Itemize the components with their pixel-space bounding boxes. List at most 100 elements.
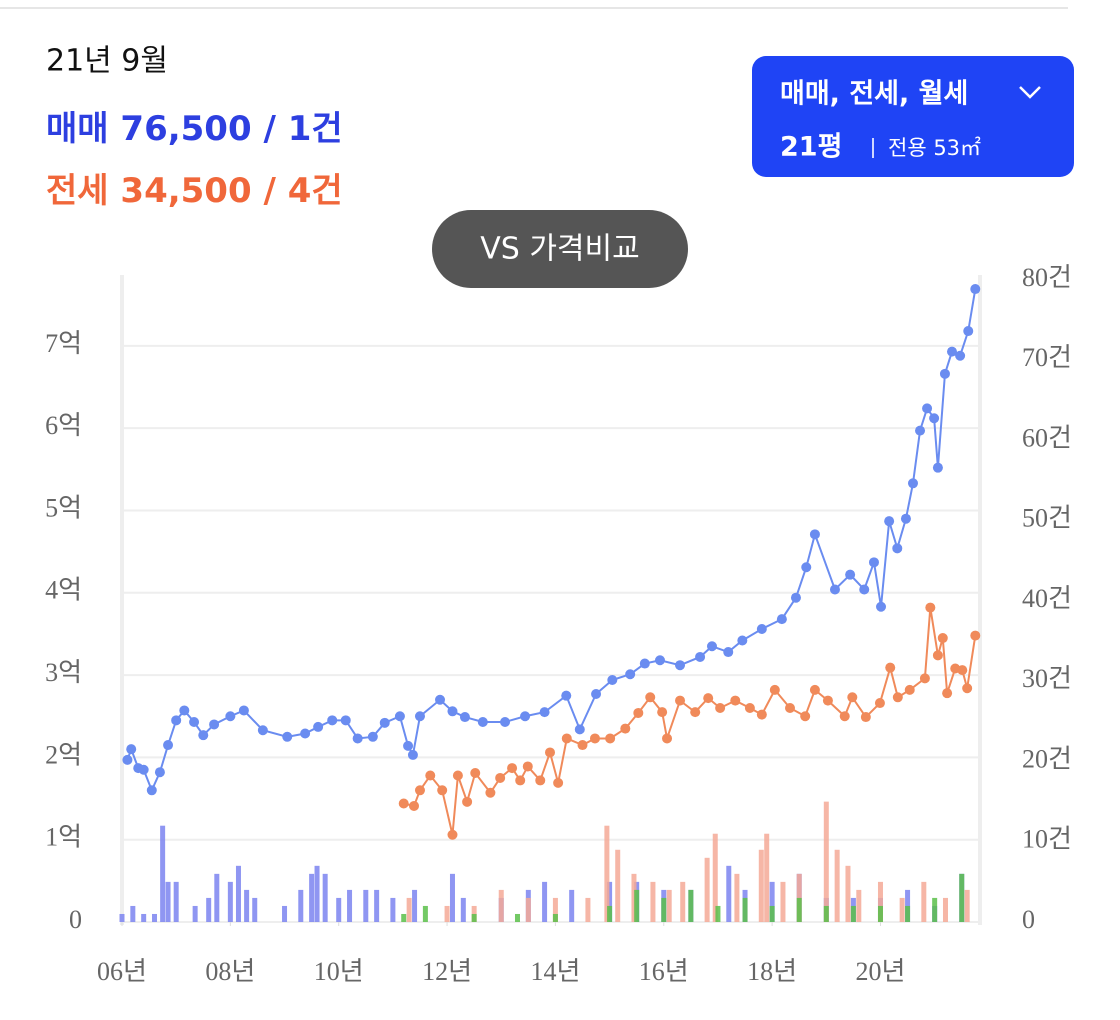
sale-value: 76,500 / 1건: [120, 109, 342, 149]
price-point: [459, 712, 470, 723]
price-point: [589, 733, 600, 744]
price-point: [904, 684, 915, 695]
price-point: [189, 716, 200, 727]
volume-bar: [877, 905, 883, 922]
y-tick-label: 3억: [45, 658, 82, 687]
price-point: [282, 731, 293, 742]
price-point: [937, 633, 948, 644]
price-point: [662, 733, 673, 744]
price-point: [970, 284, 981, 295]
x-tick-label: 18년: [747, 957, 797, 986]
volume-bar: [834, 849, 840, 922]
volume-bar: [742, 897, 748, 922]
y-tick-label: 7억: [45, 329, 82, 358]
price-point: [737, 635, 748, 646]
volume-bar: [422, 905, 428, 922]
volume-bar: [615, 849, 621, 922]
volume-bar: [764, 833, 770, 922]
volume-bar: [282, 905, 288, 922]
price-point: [470, 768, 481, 779]
price-point: [756, 709, 767, 720]
price-point: [800, 711, 811, 722]
price-point: [942, 688, 953, 699]
y2-tick-label: 50건: [1022, 504, 1072, 533]
filter-button[interactable]: 매매, 전세, 월세 21평 전용 53㎡: [752, 56, 1074, 177]
price-point: [876, 601, 887, 612]
price-point: [447, 829, 458, 840]
volume-bar: [214, 873, 220, 922]
volume-bar: [192, 905, 198, 922]
price-point: [620, 723, 631, 734]
price-point: [515, 775, 526, 786]
price-point: [756, 623, 767, 634]
filter-bg: [752, 56, 1074, 177]
y2-tick-label: 30건: [1022, 664, 1072, 693]
price-point: [407, 749, 418, 760]
price-point: [163, 740, 174, 751]
volume-bar: [363, 889, 369, 922]
volume-bar: [569, 889, 575, 922]
price-point: [785, 703, 796, 713]
volume-bar: [823, 905, 829, 922]
price-point: [535, 775, 546, 786]
volume-bar: [552, 913, 558, 922]
price-point: [403, 740, 414, 751]
volume-bar: [160, 825, 166, 922]
price-point: [625, 669, 636, 680]
price-point: [495, 772, 506, 783]
volume-bar: [401, 913, 407, 922]
volume-bar: [314, 865, 320, 922]
price-point: [907, 478, 918, 489]
x-tick-label: 12년: [422, 957, 472, 986]
price-point: [238, 705, 249, 716]
volume-bar: [119, 913, 125, 922]
price-point: [892, 543, 903, 554]
price-point: [809, 529, 820, 540]
price-point: [657, 707, 668, 718]
volume-bar: [661, 897, 667, 922]
volume-bar: [856, 889, 862, 922]
volume-bar: [631, 873, 637, 922]
price-point: [885, 662, 896, 673]
price-point: [577, 740, 588, 751]
volume-bar: [585, 897, 591, 922]
compare-button[interactable]: VS 가격비교: [432, 210, 688, 288]
volume-bar: [542, 881, 548, 922]
price-point: [520, 711, 531, 722]
volume-bar: [552, 897, 558, 922]
jeonse-value: 34,500 / 4건: [120, 171, 342, 211]
price-point: [892, 692, 903, 703]
price-point: [859, 584, 870, 595]
y-tick-label: 5억: [45, 493, 82, 522]
volume-bar: [942, 897, 948, 922]
price-point: [327, 715, 338, 726]
price-point: [829, 584, 840, 595]
volume-bar: [252, 897, 258, 922]
price-point: [179, 705, 190, 716]
volume-bar: [165, 881, 171, 922]
x-tick-label: 08년: [205, 957, 255, 986]
price-point: [553, 777, 564, 788]
volume-bar: [471, 913, 477, 922]
volume-bar: [704, 857, 710, 922]
volume-bar: [734, 873, 740, 922]
price-point: [860, 712, 871, 723]
price-point: [970, 630, 981, 641]
price-point: [654, 655, 665, 666]
x-tick-label: 20년: [856, 957, 906, 986]
volume-bar: [514, 913, 520, 922]
price-point: [715, 703, 726, 713]
price-point: [605, 733, 616, 744]
x-tick-label: 06년: [97, 957, 147, 986]
volume-bar: [374, 889, 380, 922]
filter-size: 21평: [780, 132, 842, 163]
price-point: [955, 350, 966, 361]
price-point: [695, 651, 706, 662]
y-tick-label: 4억: [45, 576, 82, 605]
price-point: [435, 694, 446, 705]
price-point: [639, 658, 650, 669]
price-point: [209, 719, 220, 730]
filter-types: 매매, 전세, 월세: [780, 79, 968, 110]
volume-bar: [932, 897, 938, 922]
price-point: [900, 513, 911, 524]
